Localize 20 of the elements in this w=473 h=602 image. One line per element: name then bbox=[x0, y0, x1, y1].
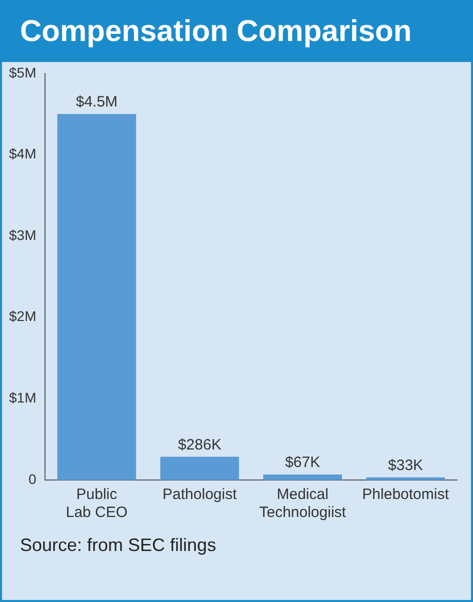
bar bbox=[57, 114, 136, 480]
data-label: $4.5M bbox=[76, 94, 118, 111]
x-tick-label: Pathologist bbox=[162, 486, 238, 504]
bar bbox=[160, 456, 240, 480]
x-tick-label: Medical Technologiist bbox=[259, 486, 347, 522]
y-tick-label: $5M bbox=[9, 64, 36, 80]
y-tick-label: $1M bbox=[9, 390, 36, 406]
data-label: $33K bbox=[388, 456, 424, 474]
y-tick-label: $2M bbox=[9, 308, 36, 324]
y-tick-label: $4M bbox=[9, 146, 36, 162]
bar bbox=[366, 477, 445, 480]
source-note: Source: from SEC filings bbox=[19, 534, 218, 557]
y-tick-label: 0 bbox=[28, 470, 36, 487]
x-tick-label: Phlebotomist bbox=[362, 486, 450, 504]
x-tick-label: Public Lab CEO bbox=[66, 486, 128, 522]
data-label: $67K bbox=[285, 454, 320, 472]
y-tick-label: $3M bbox=[9, 226, 36, 243]
bar bbox=[263, 474, 342, 480]
data-label: $286K bbox=[178, 436, 222, 454]
chart-title: Compensation Comparison bbox=[2, 2, 471, 62]
